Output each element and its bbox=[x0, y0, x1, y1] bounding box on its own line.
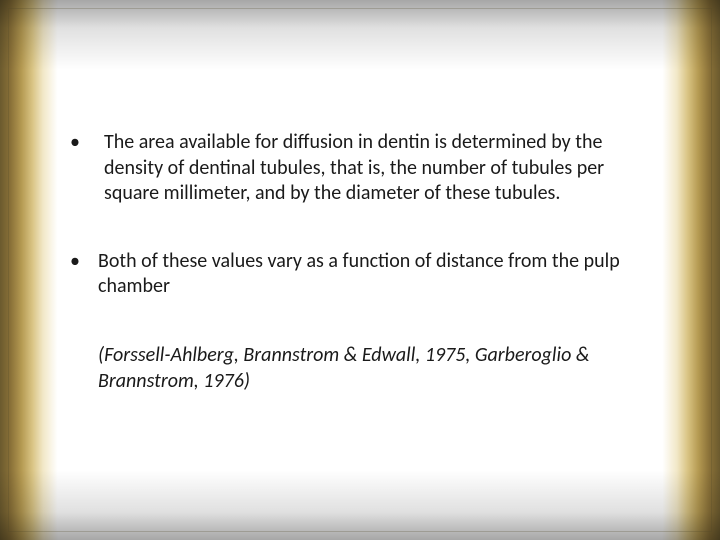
bullet-list: The area available for diffusion in dent… bbox=[60, 130, 650, 300]
slide-frame: The area available for diffusion in dent… bbox=[0, 0, 720, 540]
list-item: The area available for diffusion in dent… bbox=[60, 130, 650, 207]
list-item: Both of these values vary as a function … bbox=[60, 249, 650, 300]
citation-text: (Forssell-Ahlberg, Brannstrom & Edwall, … bbox=[60, 342, 650, 394]
slide-content: The area available for diffusion in dent… bbox=[0, 0, 720, 540]
bullet-text: Both of these values vary as a function … bbox=[98, 249, 620, 299]
bullet-text: The area available for diffusion in dent… bbox=[98, 130, 650, 207]
